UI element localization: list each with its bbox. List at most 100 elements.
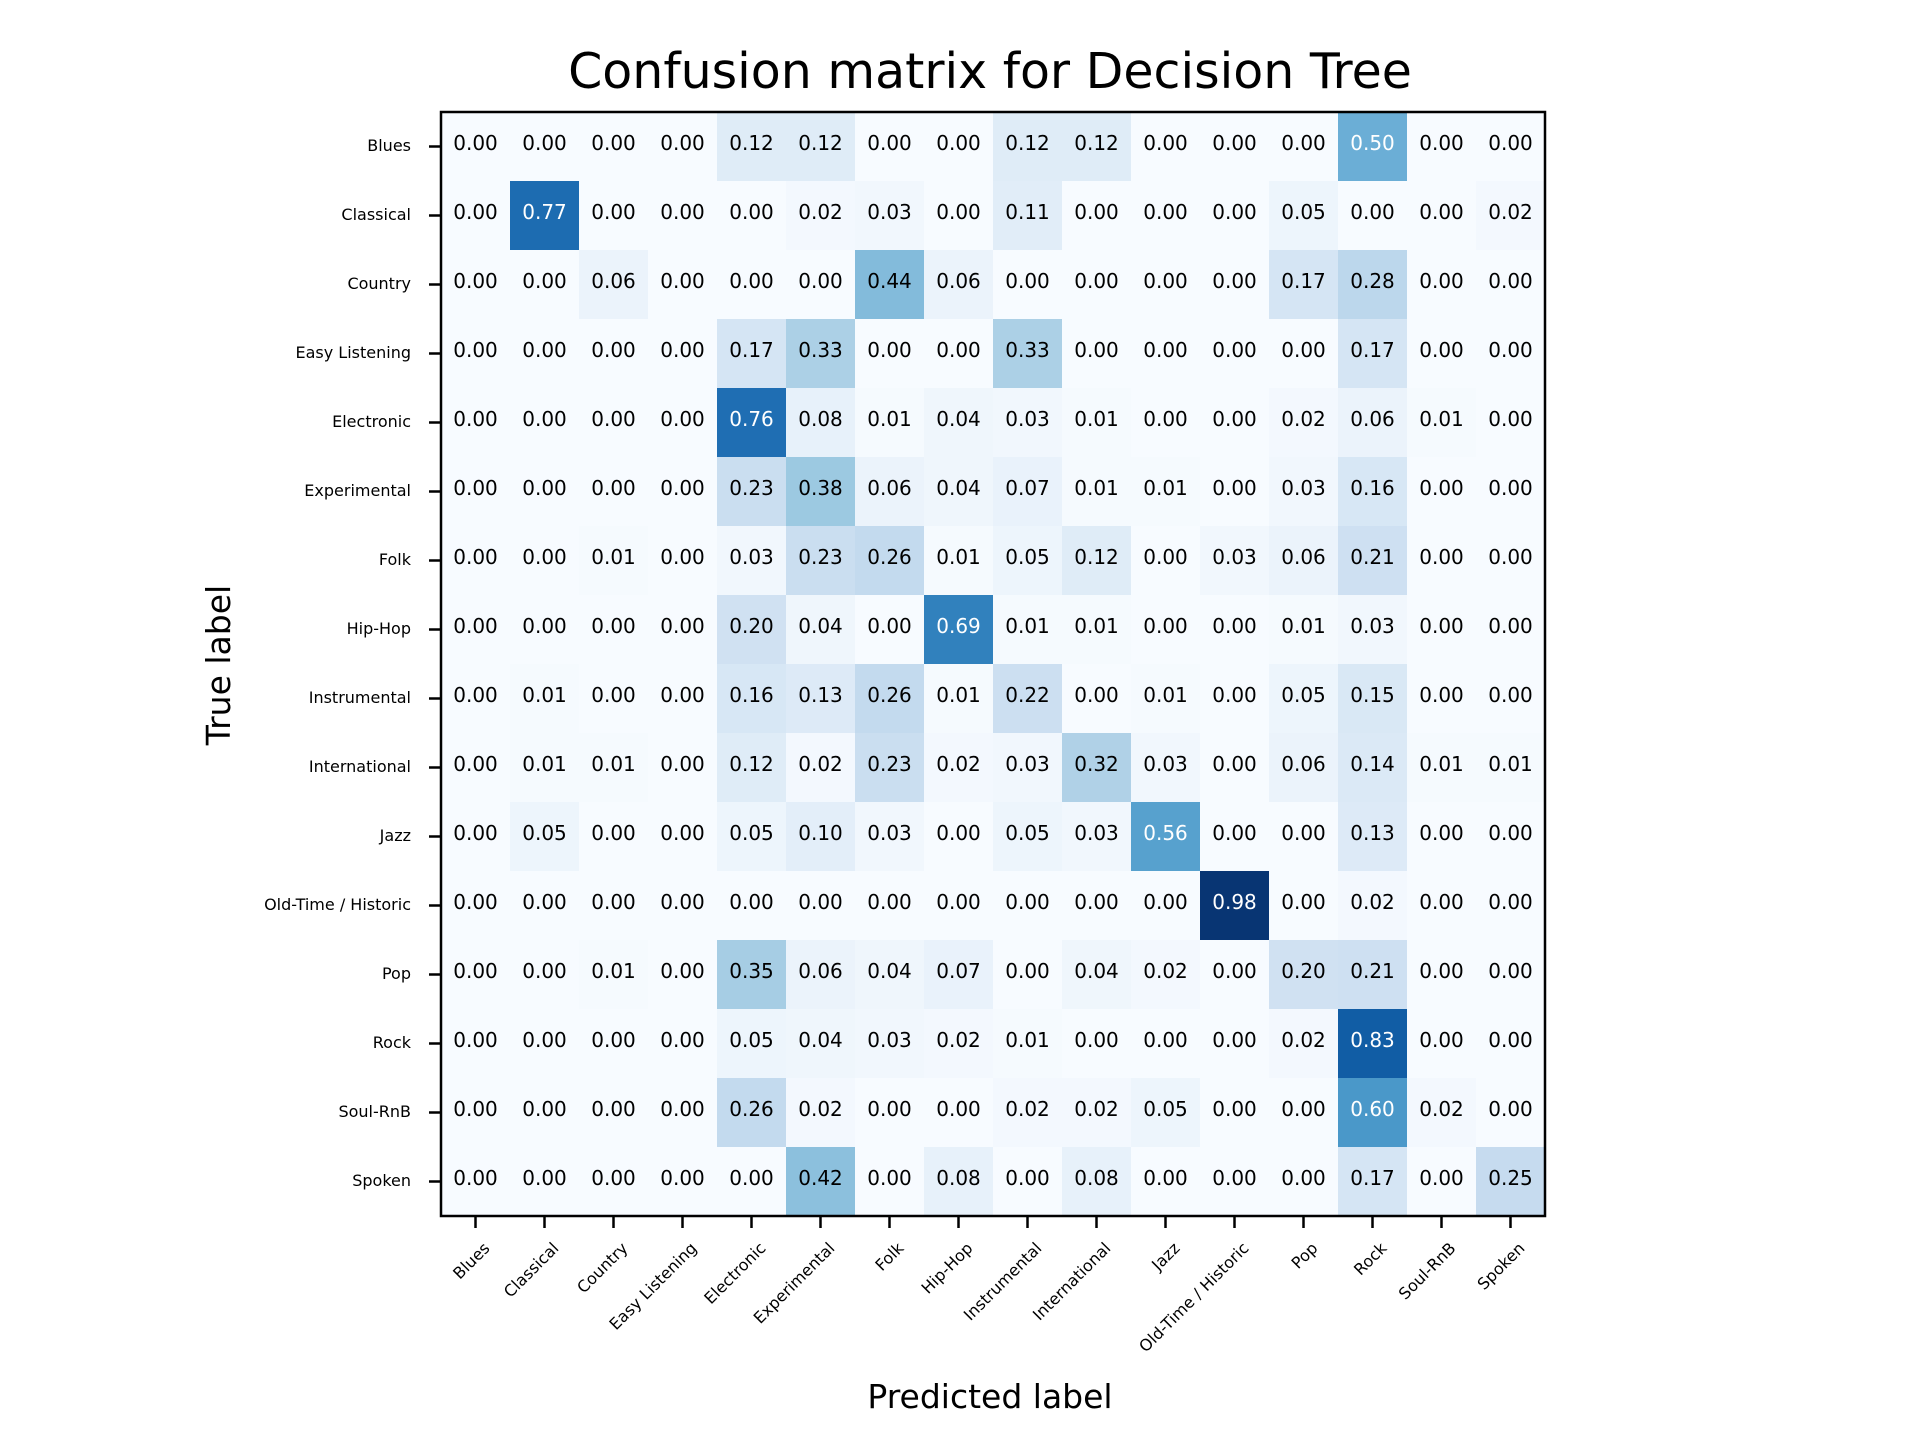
heatmap-cell (1200, 1147, 1270, 1217)
cell-value-label: 0.06 (1350, 407, 1395, 431)
cell-value-label: 0.00 (522, 614, 567, 638)
cell-value-label: 0.02 (936, 752, 981, 776)
heatmap-cell (924, 319, 994, 389)
heatmap-cell (1407, 1147, 1477, 1217)
cell-value-label: 0.02 (798, 1097, 843, 1121)
heatmap-cell (1062, 1147, 1132, 1217)
cell-value-label: 0.01 (522, 683, 567, 707)
heatmap-cell (441, 940, 511, 1010)
cell-value-label: 0.00 (1143, 269, 1188, 293)
heatmap-cell (1338, 457, 1408, 527)
cell-value-label: 0.12 (1074, 131, 1119, 155)
cell-value-label: 0.00 (591, 407, 636, 431)
heatmap-cell (1131, 940, 1201, 1010)
cell-value-label: 0.01 (867, 407, 912, 431)
cell-value-label: 0.00 (729, 1166, 774, 1190)
heatmap-cell (1062, 526, 1132, 596)
heatmap-cell (855, 526, 925, 596)
cell-value-label: 0.01 (1419, 407, 1464, 431)
cell-value-label: 0.01 (1074, 476, 1119, 500)
heatmap-cell (1200, 802, 1270, 872)
cell-value-label: 0.00 (522, 338, 567, 362)
cell-value-label: 0.01 (1005, 614, 1050, 638)
heatmap-cell (1200, 1078, 1270, 1148)
cell-value-label: 0.08 (1074, 1166, 1119, 1190)
cell-value-label: 0.02 (798, 752, 843, 776)
cell-value-label: 0.23 (867, 752, 912, 776)
cell-value-label: 0.00 (1074, 890, 1119, 914)
cell-value-label: 0.06 (1281, 545, 1326, 569)
heatmap-cell (717, 733, 787, 803)
heatmap-cell (1269, 1147, 1339, 1217)
cell-value-label: 0.00 (729, 200, 774, 224)
cell-value-label: 0.00 (591, 1166, 636, 1190)
cell-value-label: 0.00 (660, 821, 705, 845)
cell-value-label: 0.00 (1212, 269, 1257, 293)
x-tick-label: Rock (1350, 1238, 1391, 1279)
heatmap-cell (1062, 1009, 1132, 1079)
cell-value-label: 0.00 (522, 890, 567, 914)
heatmap-cell (1200, 457, 1270, 527)
heatmap-cell (1131, 733, 1201, 803)
cell-value-label: 0.00 (867, 131, 912, 155)
heatmap-cell (1200, 595, 1270, 665)
cell-value-label: 0.00 (1488, 407, 1533, 431)
cell-value-label: 0.00 (1488, 1028, 1533, 1052)
heatmap-cell (648, 526, 718, 596)
heatmap-cell (1062, 664, 1132, 734)
cell-value-label: 0.00 (1212, 200, 1257, 224)
cell-value-label: 0.00 (660, 959, 705, 983)
heatmap-cell (648, 250, 718, 320)
heatmap-cell (579, 457, 649, 527)
cell-value-label: 0.00 (660, 200, 705, 224)
heatmap-cell (1338, 802, 1408, 872)
cell-value-label: 0.00 (1488, 131, 1533, 155)
cell-value-label: 0.03 (1074, 821, 1119, 845)
heatmap-cell (993, 664, 1063, 734)
cell-value-label: 0.00 (1281, 1097, 1326, 1121)
cell-value-label: 0.00 (1419, 1166, 1464, 1190)
cell-value-label: 0.03 (1350, 614, 1395, 638)
cell-value-label: 0.00 (936, 821, 981, 845)
heatmap-cell (1200, 940, 1270, 1010)
heatmap-cell (441, 802, 511, 872)
heatmap-cell (717, 319, 787, 389)
heatmap-cell (855, 940, 925, 1010)
cell-value-label: 0.21 (1350, 959, 1395, 983)
cell-value-label: 0.03 (1143, 752, 1188, 776)
cell-value-label: 0.20 (1281, 959, 1326, 983)
heatmap-cell (510, 1009, 580, 1079)
cell-value-label: 0.08 (936, 1166, 981, 1190)
x-tick-label: Jazz (1147, 1239, 1183, 1275)
heatmap-cell (924, 1078, 994, 1148)
heatmap-cell (1131, 319, 1201, 389)
heatmap-cell (1200, 250, 1270, 320)
cell-value-label: 0.44 (867, 269, 912, 293)
cell-value-label: 0.06 (1281, 752, 1326, 776)
cell-value-label: 0.00 (1419, 338, 1464, 362)
heatmap-cell (1131, 526, 1201, 596)
heatmap-cell (1269, 526, 1339, 596)
heatmap-cell (648, 181, 718, 251)
cell-value-label: 0.02 (936, 1028, 981, 1052)
cell-value-label: 0.22 (1005, 683, 1050, 707)
cell-value-label: 0.00 (1212, 959, 1257, 983)
cell-value-label: 0.00 (660, 683, 705, 707)
heatmap-cell (579, 112, 649, 182)
cell-value-label: 0.00 (1212, 338, 1257, 362)
heatmap-cell (855, 733, 925, 803)
cell-value-label: 0.00 (936, 1097, 981, 1121)
cell-value-label: 0.00 (1488, 476, 1533, 500)
cell-value-label: 0.00 (1074, 269, 1119, 293)
x-tick-label: Soul-RnB (1395, 1239, 1460, 1304)
cell-value-label: 0.00 (1212, 407, 1257, 431)
cell-value-label: 0.01 (591, 959, 636, 983)
heatmap-cell (1476, 1078, 1546, 1148)
heatmap-cell (1269, 595, 1339, 665)
cell-value-label: 0.12 (729, 131, 774, 155)
cell-value-label: 0.13 (1350, 821, 1395, 845)
heatmap-cell (441, 733, 511, 803)
heatmap-cell (1269, 664, 1339, 734)
y-tick-label: International (309, 757, 411, 776)
